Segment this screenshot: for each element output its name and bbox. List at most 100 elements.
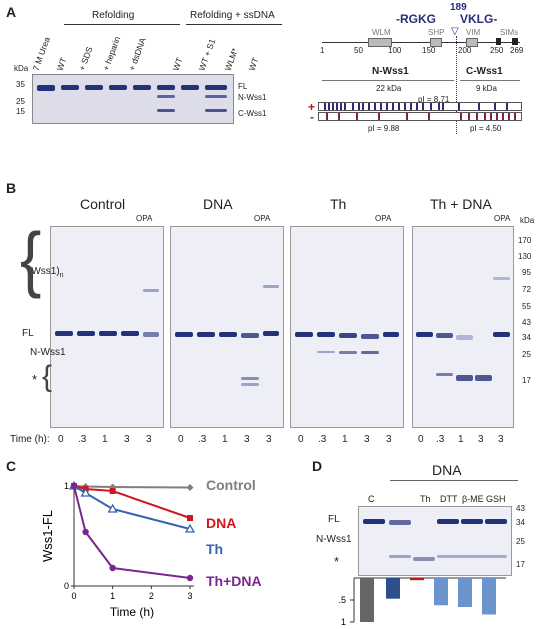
time-tick: 3: [478, 434, 484, 445]
band-fl: [205, 85, 227, 90]
positive-charge-tick: [422, 103, 424, 110]
time-tick: 3: [364, 434, 370, 445]
kda-marker: 72: [522, 285, 531, 294]
time-tick: 3: [244, 434, 250, 445]
positive-charge-tick: [442, 103, 444, 110]
n-wss1-label: N-Wss1: [372, 66, 409, 77]
gel-title-control: Control: [80, 196, 126, 212]
kda-marker-d: 43: [516, 504, 525, 513]
band-nwss1: [205, 95, 227, 98]
bar: [410, 578, 424, 581]
negative-charge-tick: [460, 113, 462, 120]
negative-charge-tick: [338, 113, 340, 120]
kda-marker: 34: [522, 333, 531, 342]
n-wss1-span: [322, 80, 454, 81]
line-chart-c: 0 1 2 3 0 1 Time (h) Wss1-FL Control DNA Th Th+DNA: [40, 477, 262, 619]
legend-label: Th: [206, 541, 223, 557]
bar: [482, 578, 496, 615]
positive-charge-tick: [430, 103, 432, 110]
gel-panel-d: [358, 506, 512, 576]
series-line-thdna: [73, 485, 191, 579]
band-nwss1: [317, 351, 335, 353]
ruler-tick-label: 250: [490, 46, 504, 55]
positive-charge-tick: [362, 103, 364, 110]
header-refolding-ssdna: Refolding + ssDNA: [190, 10, 275, 21]
time-tick: .3: [198, 434, 207, 445]
positive-charge-tick: [410, 103, 412, 110]
opa-label: OPA: [494, 214, 511, 223]
data-point: [82, 528, 89, 536]
band-fl: [363, 519, 385, 524]
band-fragment: [241, 377, 259, 380]
dna-header-d: DNA: [432, 462, 462, 478]
n-wss1-size: 22 kDa: [376, 84, 402, 93]
lane-label-d: β-ME: [462, 494, 484, 504]
positive-charge-tick: [380, 103, 382, 110]
negative-charge-tick: [326, 113, 328, 120]
band-label-fl: FL: [238, 82, 248, 91]
lane-label-d: DTT: [440, 494, 458, 504]
kda-marker: 95: [522, 268, 531, 277]
y-axis-title: Wss1-FL: [40, 510, 55, 562]
c-wss1-size: 9 kDa: [476, 84, 497, 93]
positive-charge-tick: [386, 103, 388, 110]
oligomer-brace-icon: {: [20, 216, 42, 300]
band-fragment: [389, 555, 411, 558]
positive-charge-tick: [494, 103, 496, 110]
negative-charge-tick: [490, 113, 492, 120]
opa-label: OPA: [254, 214, 271, 223]
header-refolding: Refolding: [92, 10, 135, 21]
time-tick: 3: [386, 434, 392, 445]
cleavage-site-number: 189: [450, 2, 467, 13]
y-tick-label: 1: [64, 481, 69, 491]
kda-marker: 43: [522, 318, 531, 327]
negative-charge-tick: [502, 113, 504, 120]
band-fragment: [436, 373, 453, 376]
data-point: [80, 487, 91, 497]
kda-marker: 170: [518, 236, 532, 245]
band-fl: [219, 332, 237, 337]
bar: [386, 578, 400, 599]
positive-charge-tick: [506, 103, 508, 110]
band-nwss1: [157, 95, 175, 98]
negative-charge-tick: [496, 113, 498, 120]
fl-label-b: FL: [22, 328, 34, 339]
band-fl: [317, 332, 335, 337]
band-nwss1: [361, 351, 379, 354]
band-nwss1: [339, 351, 357, 354]
lane-label: WT: [54, 56, 69, 72]
data-point: [70, 482, 78, 490]
protein-ruler-line: [322, 42, 520, 43]
series-line-th: [73, 485, 191, 530]
series-line-control: [73, 485, 191, 489]
gel-title-th: Th: [330, 196, 347, 212]
positive-charge-tick: [398, 103, 400, 110]
lane-label: + SDS: [76, 45, 95, 72]
band-fl: [55, 331, 73, 336]
domain-box-wlm: [368, 38, 392, 47]
panel-letter-a: A: [6, 4, 17, 20]
band-fl: [389, 520, 411, 525]
bar: [360, 578, 374, 622]
band-fl: [175, 332, 193, 337]
negative-charge-tick: [428, 113, 430, 120]
ruler-tick-label: 100: [388, 46, 402, 55]
positive-charge-tick: [478, 103, 480, 110]
band-fragment: [437, 555, 507, 558]
band-fl: [121, 331, 139, 336]
band-label-nwss1: N-Wss1: [238, 93, 267, 102]
lane-label: WT: [246, 56, 261, 72]
ruler-tick-label: 269: [510, 46, 524, 55]
band-fl: [437, 519, 459, 524]
kda-marker-d: 25: [516, 537, 525, 546]
dna-header-line: [390, 480, 518, 481]
positive-charge-tick: [332, 103, 334, 110]
negative-charge-tick: [508, 113, 510, 120]
legend-label: Th+DNA: [206, 573, 262, 589]
charge-distribution-strip: [318, 102, 522, 121]
positive-charge-tick: [416, 103, 418, 110]
positive-charge-tick: [392, 103, 394, 110]
gel-th: [290, 226, 404, 428]
opa-label: OPA: [375, 214, 392, 223]
lane-label-d: GSH: [486, 494, 506, 504]
